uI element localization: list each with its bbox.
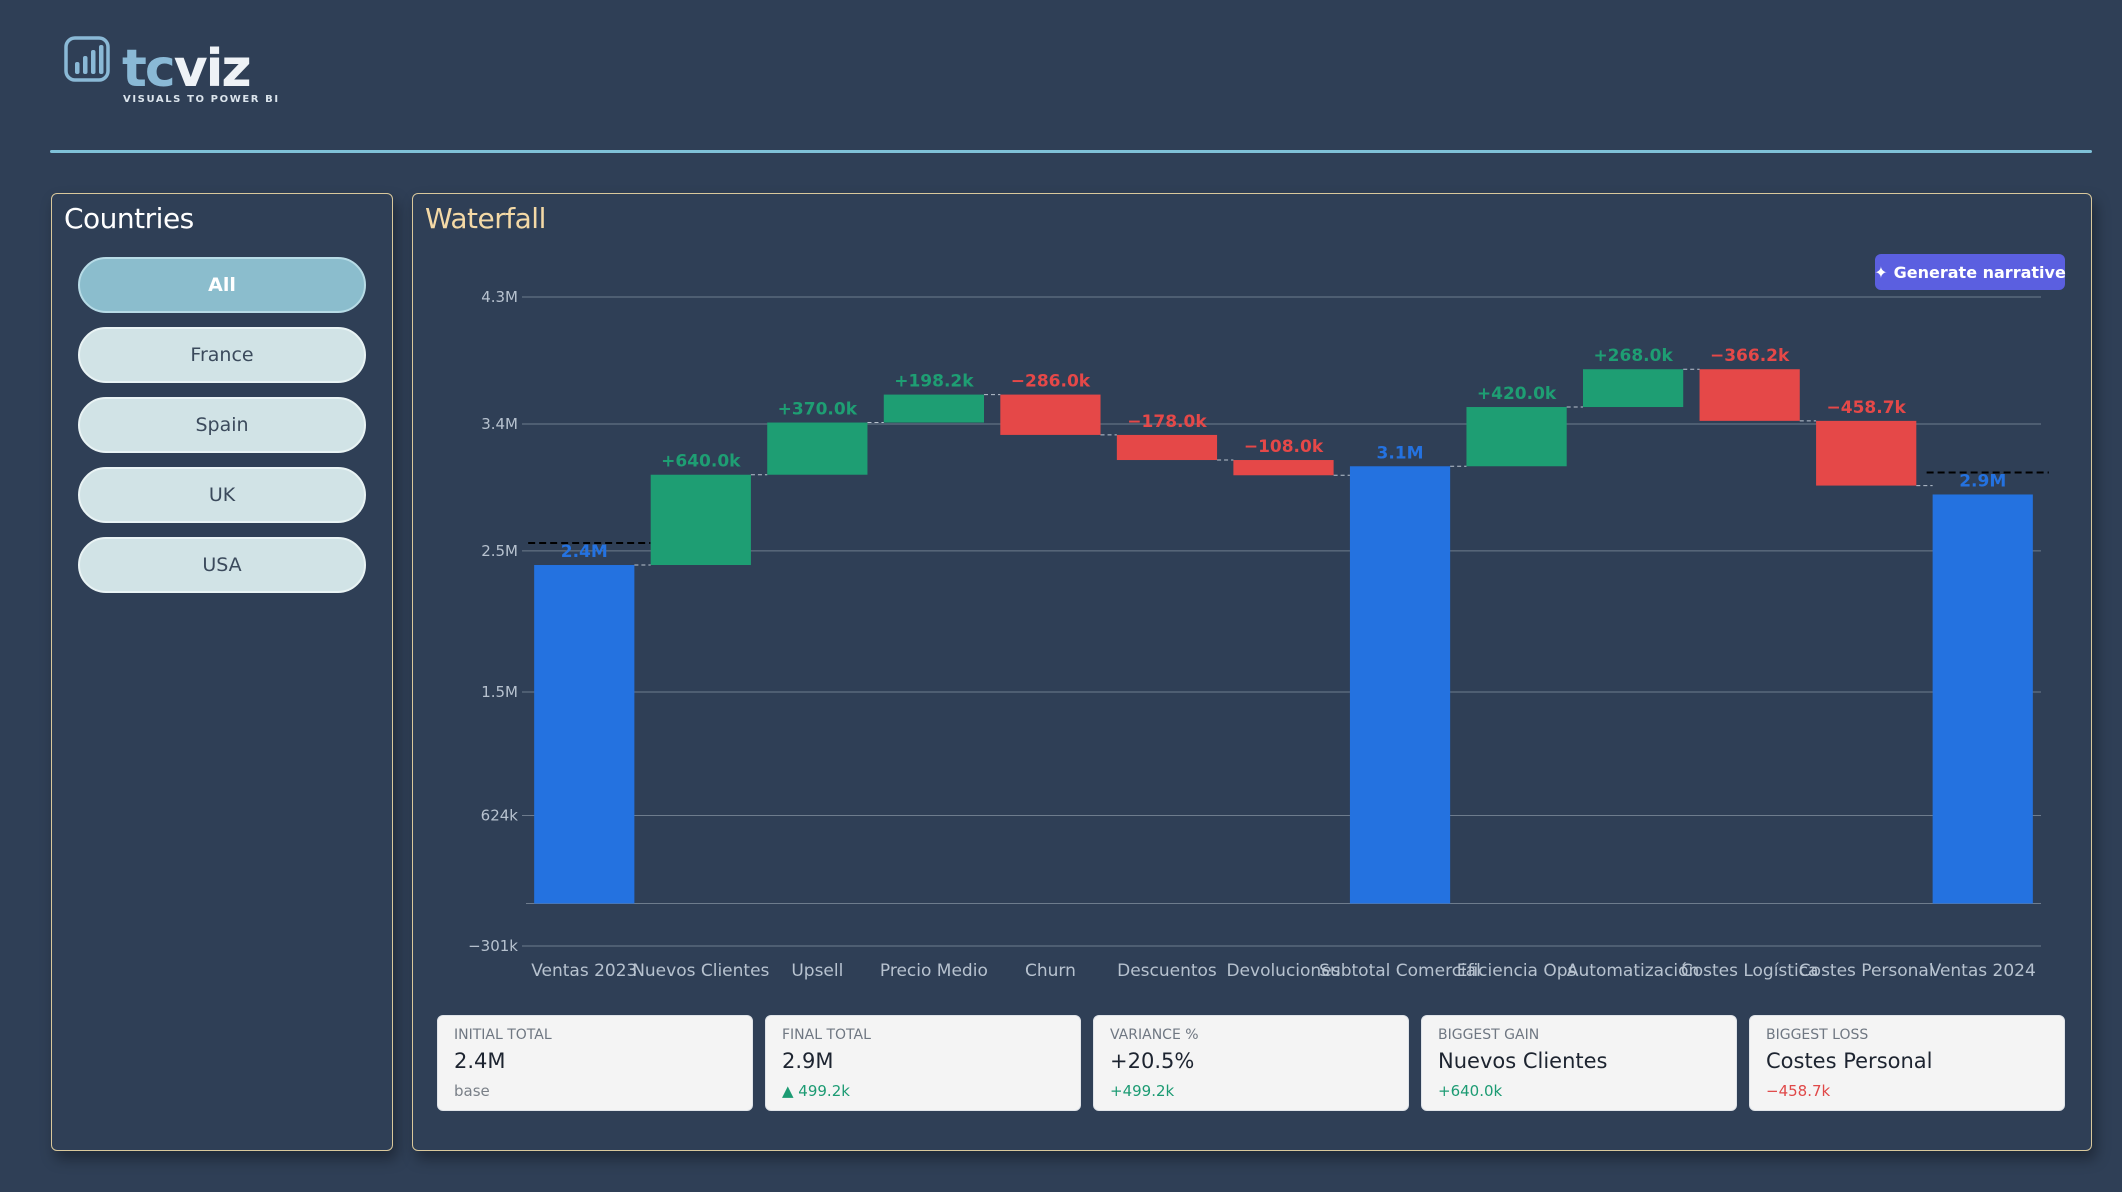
waterfall-bar: [883, 394, 984, 423]
kpi-title: FINAL TOTAL: [782, 1027, 871, 1043]
kpi-subtext: −458.7k: [1766, 1082, 1831, 1100]
data-label: 2.4M: [561, 542, 608, 562]
sparkle-icon: ✦: [1874, 262, 1888, 282]
kpi-subtext: +499.2k: [1110, 1082, 1175, 1100]
category-label: Ventas 2024: [1930, 961, 2036, 981]
category-label: Churn: [1025, 961, 1076, 981]
brand-part1: tc: [122, 39, 176, 99]
waterfall-chart: 4.3M 3.4M 2.5M 1.5M 624k −301k 2.4M Ventas 2023…: [468, 288, 2049, 981]
countries-title: Countries: [64, 202, 194, 235]
kpi-title: BIGGEST LOSS: [1766, 1027, 1869, 1043]
category-label: Devoluciones: [1226, 961, 1340, 981]
data-label: −458.7k: [1827, 398, 1907, 418]
waterfall-bar: [1233, 460, 1334, 476]
generate-narrative-button[interactable]: ✦ Generate narrative: [1874, 254, 2066, 290]
country-option-spain[interactable]: Spain: [78, 397, 366, 453]
category-label: Upsell: [791, 961, 843, 981]
brand-logo: tcviz VISUALS TO POWER BI: [64, 36, 284, 110]
waterfall-bar: [1349, 466, 1451, 904]
brand-tagline: VISUALS TO POWER BI: [123, 94, 280, 105]
category-label: Precio Medio: [880, 961, 988, 981]
waterfall-bar: [534, 565, 635, 904]
y-tick-label: 3.4M: [481, 415, 518, 433]
kpi-value: +20.5%: [1110, 1049, 1195, 1073]
generate-narrative-label: Generate narrative: [1893, 262, 2066, 282]
waterfall-bar: [767, 422, 868, 475]
category-label: Ventas 2023: [531, 961, 637, 981]
kpi-subtext: +640.0k: [1438, 1082, 1503, 1100]
kpi-title: VARIANCE %: [1110, 1027, 1199, 1043]
kpi-subtext: base: [454, 1082, 490, 1100]
waterfall-title: Waterfall: [425, 202, 546, 235]
waterfall-bar: [1932, 494, 2033, 904]
kpi-card-initial-total: INITIAL TOTAL 2.4M base: [437, 1015, 753, 1111]
data-label: −366.2k: [1710, 346, 1790, 366]
category-label: Descuentos: [1117, 961, 1217, 981]
category-label: Subtotal Comercial: [1319, 961, 1481, 981]
brand-wordmark: tcviz: [122, 36, 252, 102]
waterfall-bar: [1116, 434, 1218, 461]
kpi-card-final-total: FINAL TOTAL 2.9M ▲ 499.2k: [765, 1015, 1081, 1111]
y-tick-label: 4.3M: [481, 288, 518, 306]
header-divider: [50, 150, 2092, 153]
countries-panel: Countries All France Spain UK USA: [51, 193, 393, 1151]
data-label: +268.0k: [1593, 346, 1673, 366]
category-label: Nuevos Clientes: [632, 961, 769, 981]
country-option-usa[interactable]: USA: [78, 537, 366, 593]
waterfall-bar: [1466, 407, 1567, 467]
category-label: Eficiencia Ops: [1457, 961, 1577, 981]
kpi-card-variance: VARIANCE % +20.5% +499.2k: [1093, 1015, 1409, 1111]
data-label: −178.0k: [1127, 412, 1207, 432]
kpi-value: Nuevos Clientes: [1438, 1049, 1608, 1073]
data-label: 3.1M: [1377, 443, 1424, 463]
country-option-uk[interactable]: UK: [78, 467, 366, 523]
waterfall-bar: [1699, 369, 1800, 421]
y-tick-label: −301k: [468, 937, 518, 955]
waterfall-panel: Waterfall 4.3M 3.4M 2.5M 1.5M 624k −301k 2.4M V…: [412, 193, 2092, 1151]
brand-part2: viz: [173, 39, 252, 99]
kpi-value: 2.4M: [454, 1049, 506, 1073]
country-option-france[interactable]: France: [78, 327, 366, 383]
data-label: +198.2k: [894, 372, 974, 392]
data-label: 2.9M: [1959, 471, 2006, 491]
kpi-value: Costes Personal: [1766, 1049, 1933, 1073]
data-label: +420.0k: [1477, 384, 1557, 404]
data-label: −286.0k: [1011, 372, 1091, 392]
data-label: +640.0k: [661, 452, 741, 472]
y-tick-label: 624k: [481, 807, 519, 825]
kpi-title: BIGGEST GAIN: [1438, 1027, 1540, 1043]
category-label: Automatización: [1567, 961, 1699, 981]
category-label: Costes Personal: [1799, 961, 1934, 981]
waterfall-bar: [1000, 394, 1101, 435]
kpi-card-biggest-loss: BIGGEST LOSS Costes Personal −458.7k: [1749, 1015, 2065, 1111]
category-label: Costes Logística: [1681, 961, 1819, 981]
waterfall-bar: [650, 474, 751, 566]
data-label: −108.0k: [1244, 437, 1324, 457]
y-tick-label: 2.5M: [481, 542, 518, 560]
kpi-subtext: ▲ 499.2k: [782, 1082, 850, 1100]
kpi-value: 2.9M: [782, 1049, 834, 1073]
waterfall-bar: [1583, 369, 1684, 408]
bar-chart-icon: [64, 36, 110, 82]
kpi-title: INITIAL TOTAL: [454, 1027, 552, 1043]
waterfall-bar: [1816, 420, 1917, 486]
y-tick-label: 1.5M: [481, 683, 518, 701]
country-option-all[interactable]: All: [78, 257, 366, 313]
kpi-card-biggest-gain: BIGGEST GAIN Nuevos Clientes +640.0k: [1421, 1015, 1737, 1111]
data-label: +370.0k: [778, 400, 858, 420]
